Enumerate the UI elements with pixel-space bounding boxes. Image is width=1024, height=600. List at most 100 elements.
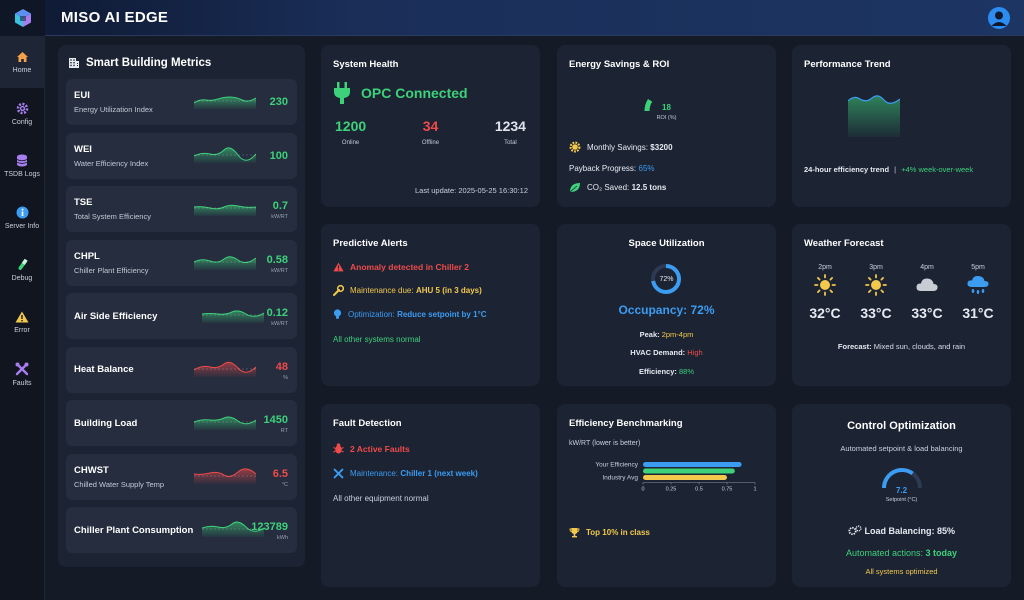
sidebar-item-faults[interactable]: Faults [0,348,44,400]
plug-icon [334,82,350,104]
space-utilization-card: Space Utilization 72% Occupancy: 72% Pea… [557,224,776,386]
metric-card[interactable]: WEI Water Efficiency Index 100 [66,132,297,179]
sidebar-item-server-info[interactable]: Server Info [0,192,44,244]
sun-icon [865,274,887,296]
weather-hour: 4pm 33°C [911,264,943,321]
sidebar-item-tsdb-logs[interactable]: TSDB Logs [0,140,44,192]
metric-description: Energy Utilization Index [74,105,153,114]
metric-unit: RT [280,428,288,434]
metric-sparkline [194,146,256,163]
sidebar-item-config[interactable]: Config [0,88,44,140]
sidebar: Home Config TSDB Logs Server Info Debug … [0,36,45,600]
metric-value-number: 0.7 [272,200,288,212]
occupancy-ring [651,264,681,294]
info-icon [16,206,28,219]
peak-time: Peak: 2pm-4pm [639,330,694,339]
benchmark-tick-label: 0 [641,487,644,493]
metric-card[interactable]: Building Load 1450 RT [66,400,297,446]
user-account-button[interactable] [988,7,1010,29]
performance-trend-title: Performance Trend [804,59,891,70]
metric-value: 100 [270,150,288,162]
efficiency-benchmarking-card: Efficiency Benchmarking kW/RT (lower is … [557,404,776,587]
gear-icon [16,102,28,115]
metric-value-number: 0.58 [266,253,288,266]
setpoint-label: Setpoint (°C) [885,497,918,503]
occupancy-ring-value: 72% [659,276,674,283]
control-optimization-title: Control Optimization [847,420,956,432]
alert-normal: All other systems normal [333,335,421,344]
metric-value-number: 123789 [251,521,288,533]
fault-maintenance[interactable]: Maintenance: Chiller 1 (next week) [333,468,528,479]
gears-icon [848,525,862,536]
smart-building-metrics-panel: Smart Building Metrics EUI Energy Utiliza… [58,45,305,567]
weather-hour: 2pm 32°C [809,264,841,321]
benchmark-category-label: Your Efficiency [595,462,638,469]
opc-status: OPC Connected [333,82,528,104]
tools-icon [15,362,29,375]
metric-value-number: 48 [275,360,288,373]
roi-gauge [644,98,653,112]
metric-value: 0.7 kW/RT [271,200,288,220]
benchmark-category-label: Industry Avg [602,475,638,482]
coin-gear-icon [569,141,581,153]
metric-unit: kW/RT [271,214,288,220]
metric-card[interactable]: TSE Total System Efficiency 0.7 kW/RT [66,186,297,232]
sidebar-item-error[interactable]: Error [0,296,44,348]
space-utilization-title: Space Utilization [628,238,705,249]
metric-value: 48% [276,361,288,381]
metric-text: WEI Water Efficiency Index [74,144,199,168]
sidebar-item-label: Home [12,66,32,74]
app-logo[interactable] [0,0,45,36]
wrench-icon [333,285,344,296]
metric-name: EUI [74,90,90,101]
benchmark-tick-label: 0.5 [695,487,703,493]
metric-card[interactable]: Heat Balance 48% [66,346,297,393]
forecast-summary: Forecast: Mixed sun, clouds, and rain [837,342,966,351]
metric-value: 1450 RT [264,414,288,434]
fault-detection-card: Fault Detection 2 Active Faults Maintena… [321,404,540,587]
metric-value: 123789 kWh [251,521,288,541]
predictive-alerts-title: Predictive Alerts [333,238,408,249]
benchmark-tick-label: 0.25 [666,487,677,493]
metric-unit: kWh [277,535,288,541]
alert-anomaly[interactable]: Anomaly detected in Chiller 2 [333,262,528,272]
metric-value: 6.5 °C [273,468,288,488]
metric-card[interactable]: Air Side Efficiency 0.12 kW/RT [66,293,297,339]
metric-card[interactable]: Chiller Plant Consumption 123789 kWh [66,507,297,553]
bug-icon [333,443,344,454]
weather-forecast-title: Weather Forecast [804,238,884,249]
metric-name: TSE [74,197,93,208]
metric-card[interactable]: EUI Energy Utilization Index 230 [66,79,297,125]
alert-optimization[interactable]: Optimization: Reduce setpoint by 1°C [333,309,528,320]
metric-text: CHPL Chiller Plant Efficiency [74,251,199,275]
sidebar-item-label: Faults [12,379,32,387]
alert-maintenance[interactable]: Maintenance due: AHU 5 (in 3 days) [333,285,528,296]
metric-text: EUI Energy Utilization Index [74,90,199,114]
efficiency-benchmarking-title: Efficiency Benchmarking [569,418,683,429]
metric-unit: kW/RT [271,321,288,327]
metric-name: Building Load [74,417,138,429]
metric-text: Chiller Plant Consumption [74,525,199,536]
weather-hours: 2pm 32°C 3pm 33°C 4pm 33°C 5pm 31°C [804,264,999,321]
benchmark-subtitle: kW/RT (lower is better) [569,440,641,447]
metric-card[interactable]: CHWST Chilled Water Supply Temp 6.5 °C [66,453,297,500]
monthly-savings: Monthly Savings: $3200 [569,141,673,153]
co2-saved: CO₂ Saved: 12.5 tons [569,182,673,193]
metric-description: Water Efficiency Index [74,158,149,168]
active-faults[interactable]: 2 Active Faults [333,443,528,454]
metric-list: EUI Energy Utilization Index 230 WEI Water E… [66,79,297,553]
metric-card[interactable]: CHPL Chiller Plant Efficiency 0.58 kW/RT [66,239,297,286]
performance-caption: 24-hour efficiency trend | +4% week-over… [804,165,974,174]
metric-text: Air Side Efficiency [74,311,199,322]
sidebar-item-home[interactable]: Home [0,36,44,88]
metric-name: Heat Balance [74,364,134,375]
metric-description: Chilled Water Supply Temp [74,479,165,489]
metric-unit: kW/RT [271,267,288,274]
tools-icon [333,468,344,479]
home-icon [16,51,28,62]
trophy-icon [569,528,580,538]
sidebar-item-label: TSDB Logs [4,171,40,178]
sidebar-item-debug[interactable]: Debug [0,244,44,296]
occupancy: Occupancy: 72% [618,303,715,317]
cube-logo-icon [14,8,31,27]
